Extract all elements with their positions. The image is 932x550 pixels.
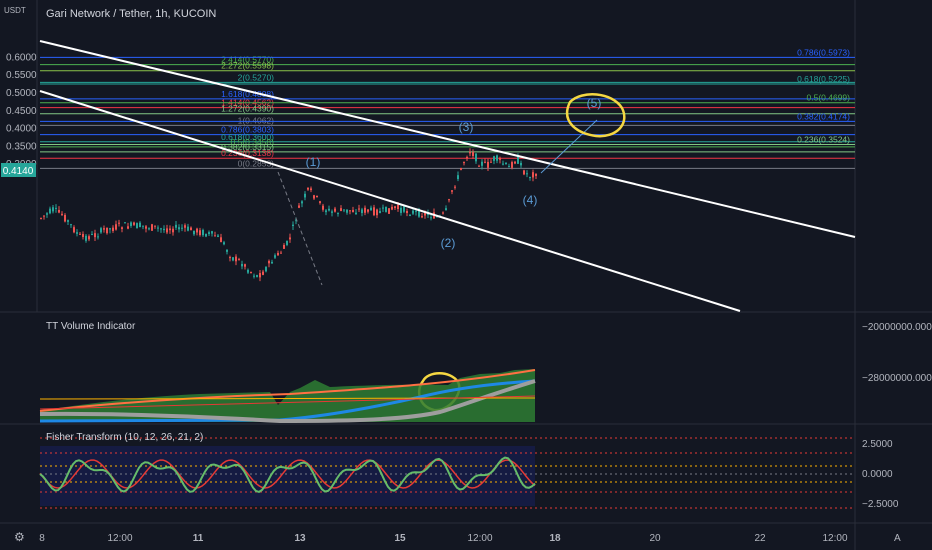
auto-scale-button[interactable]: A [894,533,901,544]
price-tick: 0.6000 [6,52,37,63]
wave-label: (1) [306,155,321,169]
price-tick: 0.4000 [6,124,37,135]
fib-extension-label: 1.272(0.4390) [221,104,274,114]
fib-retracement-label: 0.618(0.5225) [797,74,850,84]
time-tick: 18 [549,533,561,544]
volume-plot [39,369,536,424]
projection-line [540,119,598,174]
current-price-tag [1,163,36,177]
wave-label: (2) [441,236,456,250]
fib-retracement-label: 0.236(0.3524) [797,134,850,144]
fib-retracement-label: 0.786(0.5973) [797,47,850,57]
fib-extension-label: 0.236(0.3138) [221,148,274,158]
time-tick: 12:00 [107,533,132,544]
fib-extension-label: 2.272(0.5598) [221,61,274,71]
fib-extension-label: 1(0.4062) [238,115,275,125]
price-axis[interactable]: 0.60000.55000.50000.45000.40000.35000.30… [6,52,37,170]
volume-tick: −20000000.0000 [862,322,932,333]
fib-extension-label: 2(0.5270) [238,72,275,82]
volume-pane-title: TT Volume Indicator [46,321,136,332]
time-tick: 12:00 [467,533,492,544]
settings-icon[interactable]: ⚙ [14,530,25,544]
volume-tick: −28000000.0000 [862,373,932,384]
price-tick: 0.5000 [6,88,37,99]
wave-label: (4) [523,193,538,207]
fib-extension-label: 0.5(0.3458) [231,137,275,147]
fisher-plot [39,437,855,509]
price-tick: 0.4500 [6,106,37,117]
fisher-tick: 2.5000 [862,439,893,450]
lower-trendline[interactable] [39,90,741,312]
wave-label: (5) [587,96,602,110]
wave-label: (3) [459,120,474,134]
current-price-label: 0.4140 [3,166,34,177]
fisher-tick: 0.0000 [862,469,893,480]
price-tick: 0.3500 [6,141,37,152]
currency-label: USDT [4,6,26,15]
candles [40,148,537,282]
fib-extension-label: 0.786(0.3803) [221,125,274,135]
fib-extension-label: 2.414(0.5770) [221,55,274,65]
price-tick: 0.5500 [6,70,37,81]
target-circle [566,93,626,138]
fib-anchor-line [277,171,323,286]
fib-extension-label: 1.618(0.4808) [221,89,274,99]
fib-extension-label: 0(0.2853) [238,158,275,168]
time-tick: 13 [294,533,306,544]
fib-retracement-label: 0.5(0.4699) [807,93,851,103]
time-tick: 22 [754,533,766,544]
chart-title: Gari Network / Tether, 1h, KUCOIN [46,8,217,20]
time-tick: 8 [39,533,45,544]
fib-extension-label: 0.618(0.3600) [221,132,274,142]
time-tick: 12:00 [822,533,847,544]
fisher-tick: −2.5000 [862,499,899,510]
fisher-pane-title: Fisher Transform (10, 12, 26, 21, 2) [46,432,204,443]
fib-retracement-label: 0.382(0.4174) [797,111,850,121]
time-axis[interactable]: 8 12:00 11 13 15 12:00 18 20 22 12:00 [39,533,848,544]
time-tick: 11 [193,533,204,544]
time-tick: 15 [394,533,406,544]
fib-lines: 2.414(0.5770)2.272(0.5598)2(0.5270) 1.618… [40,47,855,169]
upper-trendline[interactable] [39,40,856,238]
time-tick: 20 [649,533,661,544]
fib-extension-label: 0.382(0.3315) [221,142,274,152]
